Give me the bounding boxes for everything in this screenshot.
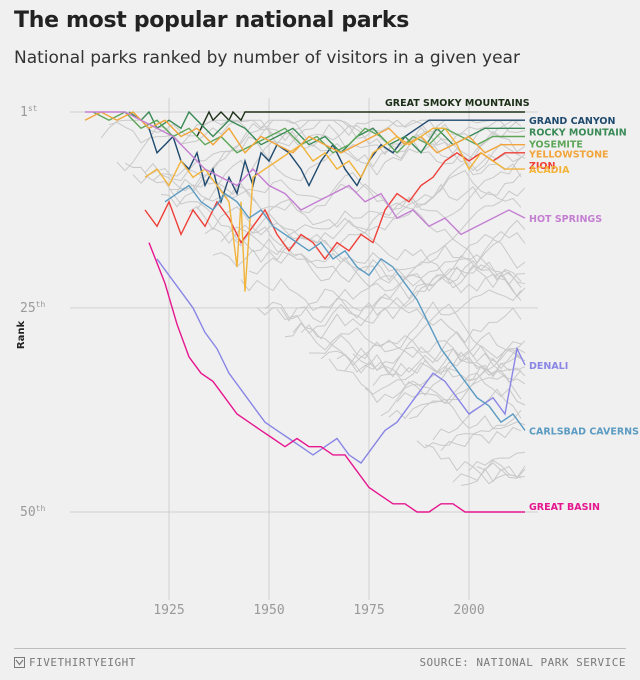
background-park-line bbox=[424, 444, 522, 485]
fivethirtyeight-logo-icon bbox=[14, 657, 25, 668]
background-park-line bbox=[284, 322, 526, 373]
background-park-line bbox=[352, 307, 522, 378]
series-label: HOT SPRINGS bbox=[529, 214, 602, 225]
series-label: GRAND CANYON bbox=[529, 116, 616, 127]
footer-divider bbox=[14, 648, 626, 649]
background-park-line bbox=[396, 372, 526, 406]
background-park-line bbox=[309, 334, 526, 377]
background-park-line bbox=[336, 289, 522, 366]
background-park-line bbox=[232, 161, 522, 247]
background-park-line bbox=[212, 231, 526, 294]
background-park-line bbox=[220, 226, 526, 298]
series-label: ROCKY MOUNTAIN bbox=[529, 127, 627, 138]
y-tick-label: 1st bbox=[20, 104, 38, 120]
background-park-line bbox=[240, 264, 522, 312]
x-tick-label: 1925 bbox=[153, 603, 184, 618]
axis-labels: 1925 1950 1975 2000 1st 25th 50th Rank bbox=[16, 104, 485, 618]
background-series bbox=[100, 119, 526, 486]
background-park-line bbox=[276, 253, 526, 320]
background-park-line bbox=[364, 351, 526, 395]
background-park-line bbox=[300, 324, 526, 401]
series-label: CARLSBAD CAVERNS bbox=[529, 426, 639, 437]
background-park-line bbox=[100, 119, 526, 146]
series-line-hot-springs bbox=[85, 111, 526, 236]
series-label: ZION bbox=[529, 161, 555, 172]
series-line-rocky-mountain bbox=[128, 110, 525, 154]
series-label: ACADIA bbox=[529, 165, 570, 176]
background-park-line bbox=[328, 358, 522, 404]
series-line-grand-canyon bbox=[148, 119, 525, 205]
series-line-denali bbox=[156, 258, 526, 464]
background-park-line bbox=[160, 119, 522, 208]
series-label: GREAT BASIN bbox=[529, 502, 600, 513]
series-label: YOSEMITE bbox=[528, 139, 583, 150]
grid-lines bbox=[70, 98, 538, 600]
background-park-line bbox=[416, 409, 522, 449]
x-tick-label: 2000 bbox=[453, 603, 484, 618]
background-park-line bbox=[108, 119, 526, 182]
background-park-line bbox=[468, 451, 526, 472]
y-tick-label: 25th bbox=[20, 300, 45, 316]
background-park-line bbox=[388, 398, 526, 430]
x-tick-label: 1950 bbox=[253, 603, 284, 618]
background-park-line bbox=[460, 467, 526, 486]
series-line-carlsbad-caverns bbox=[164, 184, 526, 431]
y-tick-label: 50th bbox=[20, 504, 45, 520]
series-line-zion bbox=[144, 151, 525, 261]
background-park-line bbox=[188, 187, 526, 281]
series-line-acadia bbox=[144, 127, 525, 292]
background-park-line bbox=[292, 219, 526, 334]
chart-title: The most popular national parks bbox=[14, 8, 409, 33]
highlighted-series bbox=[84, 110, 526, 513]
background-park-line bbox=[168, 175, 522, 231]
source-note: SOURCE: NATIONAL PARK SERVICE bbox=[419, 656, 626, 669]
background-park-line bbox=[344, 303, 522, 372]
series-label: YELLOWSTONE bbox=[528, 150, 609, 161]
series-line-great-basin bbox=[148, 242, 525, 513]
brand: FIVETHIRTYEIGHT bbox=[14, 656, 136, 669]
series-label: DENALI bbox=[529, 361, 568, 372]
brand-label: FIVETHIRTYEIGHT bbox=[29, 656, 136, 669]
x-tick-label: 1975 bbox=[353, 603, 384, 618]
background-park-line bbox=[408, 374, 522, 420]
background-park-line bbox=[372, 346, 526, 386]
background-park-line bbox=[124, 162, 526, 284]
background-park-line bbox=[476, 462, 526, 479]
background-park-line bbox=[380, 347, 526, 417]
y-axis-label: Rank bbox=[16, 321, 27, 350]
series-label: GREAT SMOKY MOUNTAINS bbox=[385, 98, 530, 109]
chart-subtitle: National parks ranked by number of visit… bbox=[14, 48, 520, 68]
series-line-yosemite bbox=[92, 111, 525, 154]
background-park-line bbox=[256, 261, 522, 324]
background-park-line bbox=[440, 426, 522, 451]
background-park-line bbox=[452, 459, 526, 483]
